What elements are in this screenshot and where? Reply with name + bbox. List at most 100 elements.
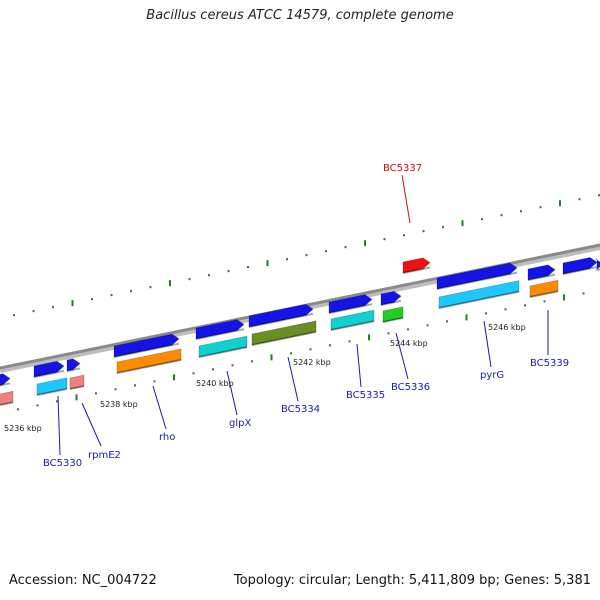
gene-feature-shadow [116, 358, 182, 374]
gene-feature-shadow [380, 299, 402, 306]
gene-label[interactable]: rpmE2 [88, 450, 121, 461]
gene-feature-shadow [328, 303, 373, 314]
gene-feature[interactable] [328, 294, 373, 314]
minor-tick [188, 278, 191, 281]
label-leader-lines [57, 174, 549, 456]
leader-line [483, 320, 492, 368]
minor-tick [348, 340, 351, 343]
minor-tick [52, 306, 54, 309]
minor-tick [504, 308, 507, 311]
gene-feature-shadow [36, 387, 68, 396]
gene-feature[interactable] [116, 348, 182, 374]
major-tick [71, 300, 74, 307]
minor-tick [426, 324, 429, 327]
minor-tick [247, 266, 249, 269]
minor-tick [422, 230, 425, 233]
minor-tick [344, 246, 347, 249]
minor-tick [251, 360, 253, 363]
gene-feature[interactable] [113, 333, 180, 358]
minor-tick [36, 404, 39, 407]
minor-tick [329, 344, 331, 347]
gene-feature-shadow [0, 382, 11, 387]
gene-feature[interactable] [380, 290, 402, 306]
major-tick [559, 200, 561, 207]
minor-tick [598, 194, 600, 197]
gene-feature[interactable] [382, 306, 404, 323]
gene-feature[interactable] [36, 377, 68, 396]
leader-line [57, 395, 61, 456]
gene-feature-shadow [382, 316, 404, 323]
gene-feature[interactable] [195, 319, 245, 340]
minor-tick [309, 348, 312, 351]
gene-feature[interactable] [0, 373, 11, 387]
leader-line [395, 332, 409, 380]
gene-feature[interactable] [66, 358, 81, 372]
gene-feature-shadow [33, 369, 65, 378]
gene-label[interactable]: rho [159, 432, 175, 443]
gene-label[interactable]: BC5330 [43, 458, 82, 469]
leader-line [287, 356, 299, 402]
gene-feature[interactable] [33, 360, 65, 378]
gene-feature[interactable] [562, 257, 598, 275]
gene-label[interactable]: BC5334 [281, 404, 320, 415]
minor-tick [442, 226, 444, 229]
tick-label: 5236 kbp [4, 424, 42, 433]
gene-feature[interactable] [438, 280, 520, 309]
tick-labels: 5236 kbp 5238 kbp 5240 kbp 5242 kbp 5244 kbp… [4, 323, 526, 433]
tick-label: 5242 kbp [293, 358, 331, 367]
major-tick [563, 294, 565, 301]
gene-feature[interactable] [198, 335, 248, 358]
gene-feature[interactable] [69, 374, 85, 390]
gene-feature-shadow [527, 273, 556, 281]
minor-tick [305, 254, 308, 257]
tick-label: 5238 kbp [100, 400, 138, 409]
gene-feature-shadow [562, 266, 598, 275]
minor-tick [212, 368, 214, 371]
minor-tick [500, 214, 503, 217]
minor-tick [95, 392, 97, 395]
gene-feature[interactable] [529, 279, 559, 298]
minor-tick [192, 372, 195, 375]
gene-feature[interactable] [248, 303, 314, 328]
gene-feature-shadow [251, 330, 317, 346]
gene-feature-shadow [113, 342, 180, 358]
gene-labels: BC5330 rpmE2 rho glpX BC5334 BC5335 BC5336 BC53… [43, 163, 569, 469]
major-tick [465, 314, 468, 321]
gene-feature[interactable] [330, 309, 375, 331]
gene-label[interactable]: BC5339 [530, 358, 569, 369]
gene-feature[interactable] [0, 390, 14, 406]
gene-features [0, 257, 600, 406]
topology-text: Topology: circular; Length: 5,411,809 bp… [233, 573, 591, 588]
minor-tick [134, 384, 136, 387]
minor-tick [383, 238, 386, 241]
minor-tick [485, 312, 487, 315]
gene-label[interactable]: glpX [229, 418, 251, 429]
gene-feature-shadow [66, 367, 81, 372]
gene-label[interactable]: BC5335 [346, 390, 385, 401]
gene-feature[interactable] [402, 257, 431, 274]
minor-tick [578, 198, 581, 201]
gene-feature-shadow [69, 385, 85, 390]
gene-feature-shadow [0, 401, 14, 406]
minor-tick [403, 234, 405, 237]
minor-tick [325, 250, 327, 253]
major-tick [173, 374, 175, 381]
gene-feature[interactable] [527, 264, 556, 281]
minor-tick [91, 298, 93, 301]
accession-text: Accession: NC_004722 [9, 573, 157, 588]
gene-label[interactable]: pyrG [480, 370, 504, 381]
major-tick [75, 394, 78, 401]
leader-line [152, 385, 167, 430]
gene-feature-shadow [195, 328, 245, 340]
gene-label[interactable]: BC5337 [383, 163, 422, 174]
gene-feature-shadow [248, 312, 314, 328]
gene-label[interactable]: BC5336 [391, 382, 430, 393]
minor-tick [543, 300, 546, 303]
minor-tick [524, 304, 526, 307]
gene-feature[interactable] [251, 320, 317, 346]
tick-label: 5240 kbp [196, 379, 234, 388]
minor-tick [481, 218, 483, 221]
gene-feature[interactable] [436, 262, 518, 290]
minor-tick [290, 352, 292, 355]
map-title: Bacillus cereus ATCC 14579, complete gen… [146, 8, 454, 23]
